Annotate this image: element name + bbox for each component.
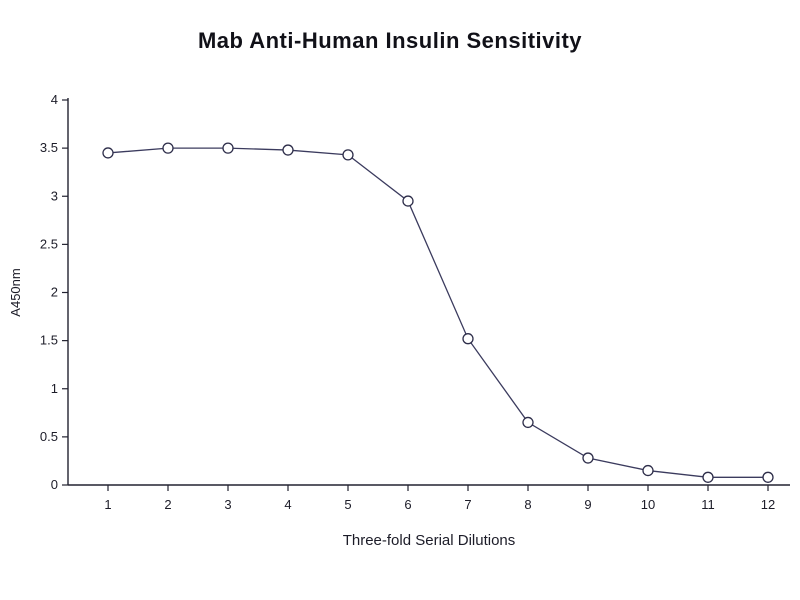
y-tick-label: 2 bbox=[51, 285, 58, 300]
x-tick-label: 6 bbox=[404, 497, 411, 512]
x-tick-label: 10 bbox=[641, 497, 655, 512]
x-tick-label: 3 bbox=[224, 497, 231, 512]
x-tick-label: 2 bbox=[164, 497, 171, 512]
x-tick-label: 8 bbox=[524, 497, 531, 512]
x-axis-label: Three-fold Serial Dilutions bbox=[343, 532, 516, 549]
x-tick-label: 11 bbox=[701, 497, 715, 512]
data-point bbox=[642, 464, 654, 477]
data-point bbox=[762, 471, 774, 483]
y-tick-label: 0.5 bbox=[40, 429, 58, 444]
y-tick-label: 4 bbox=[51, 92, 58, 107]
data-point bbox=[102, 147, 114, 159]
x-tick-label: 9 bbox=[584, 497, 591, 512]
data-point bbox=[402, 195, 414, 207]
x-tick-label: 12 bbox=[761, 497, 775, 512]
y-tick-label: 1.5 bbox=[40, 333, 58, 348]
y-tick-label: 2.5 bbox=[40, 236, 58, 251]
x-tick-label: 1 bbox=[104, 497, 111, 512]
data-point bbox=[162, 142, 174, 154]
data-point bbox=[462, 333, 474, 345]
data-point bbox=[282, 144, 294, 156]
y-axis-label: A450nm bbox=[8, 268, 23, 316]
chart-title: Mab Anti-Human Insulin Sensitivity bbox=[197, 28, 583, 53]
data-point bbox=[582, 452, 594, 464]
data-point bbox=[222, 142, 234, 154]
y-tick-label: 0 bbox=[51, 477, 58, 492]
x-tick-label: 4 bbox=[284, 497, 291, 512]
data-point bbox=[522, 416, 534, 429]
data-point bbox=[342, 149, 354, 161]
x-tick-label: 7 bbox=[464, 497, 471, 512]
y-tick-label: 3 bbox=[51, 188, 58, 203]
x-tick-label: 5 bbox=[344, 497, 351, 512]
data-series-line bbox=[107, 147, 768, 478]
y-tick-label: 1 bbox=[51, 381, 58, 396]
data-point bbox=[702, 471, 714, 483]
y-tick-label: 3.5 bbox=[40, 140, 58, 155]
